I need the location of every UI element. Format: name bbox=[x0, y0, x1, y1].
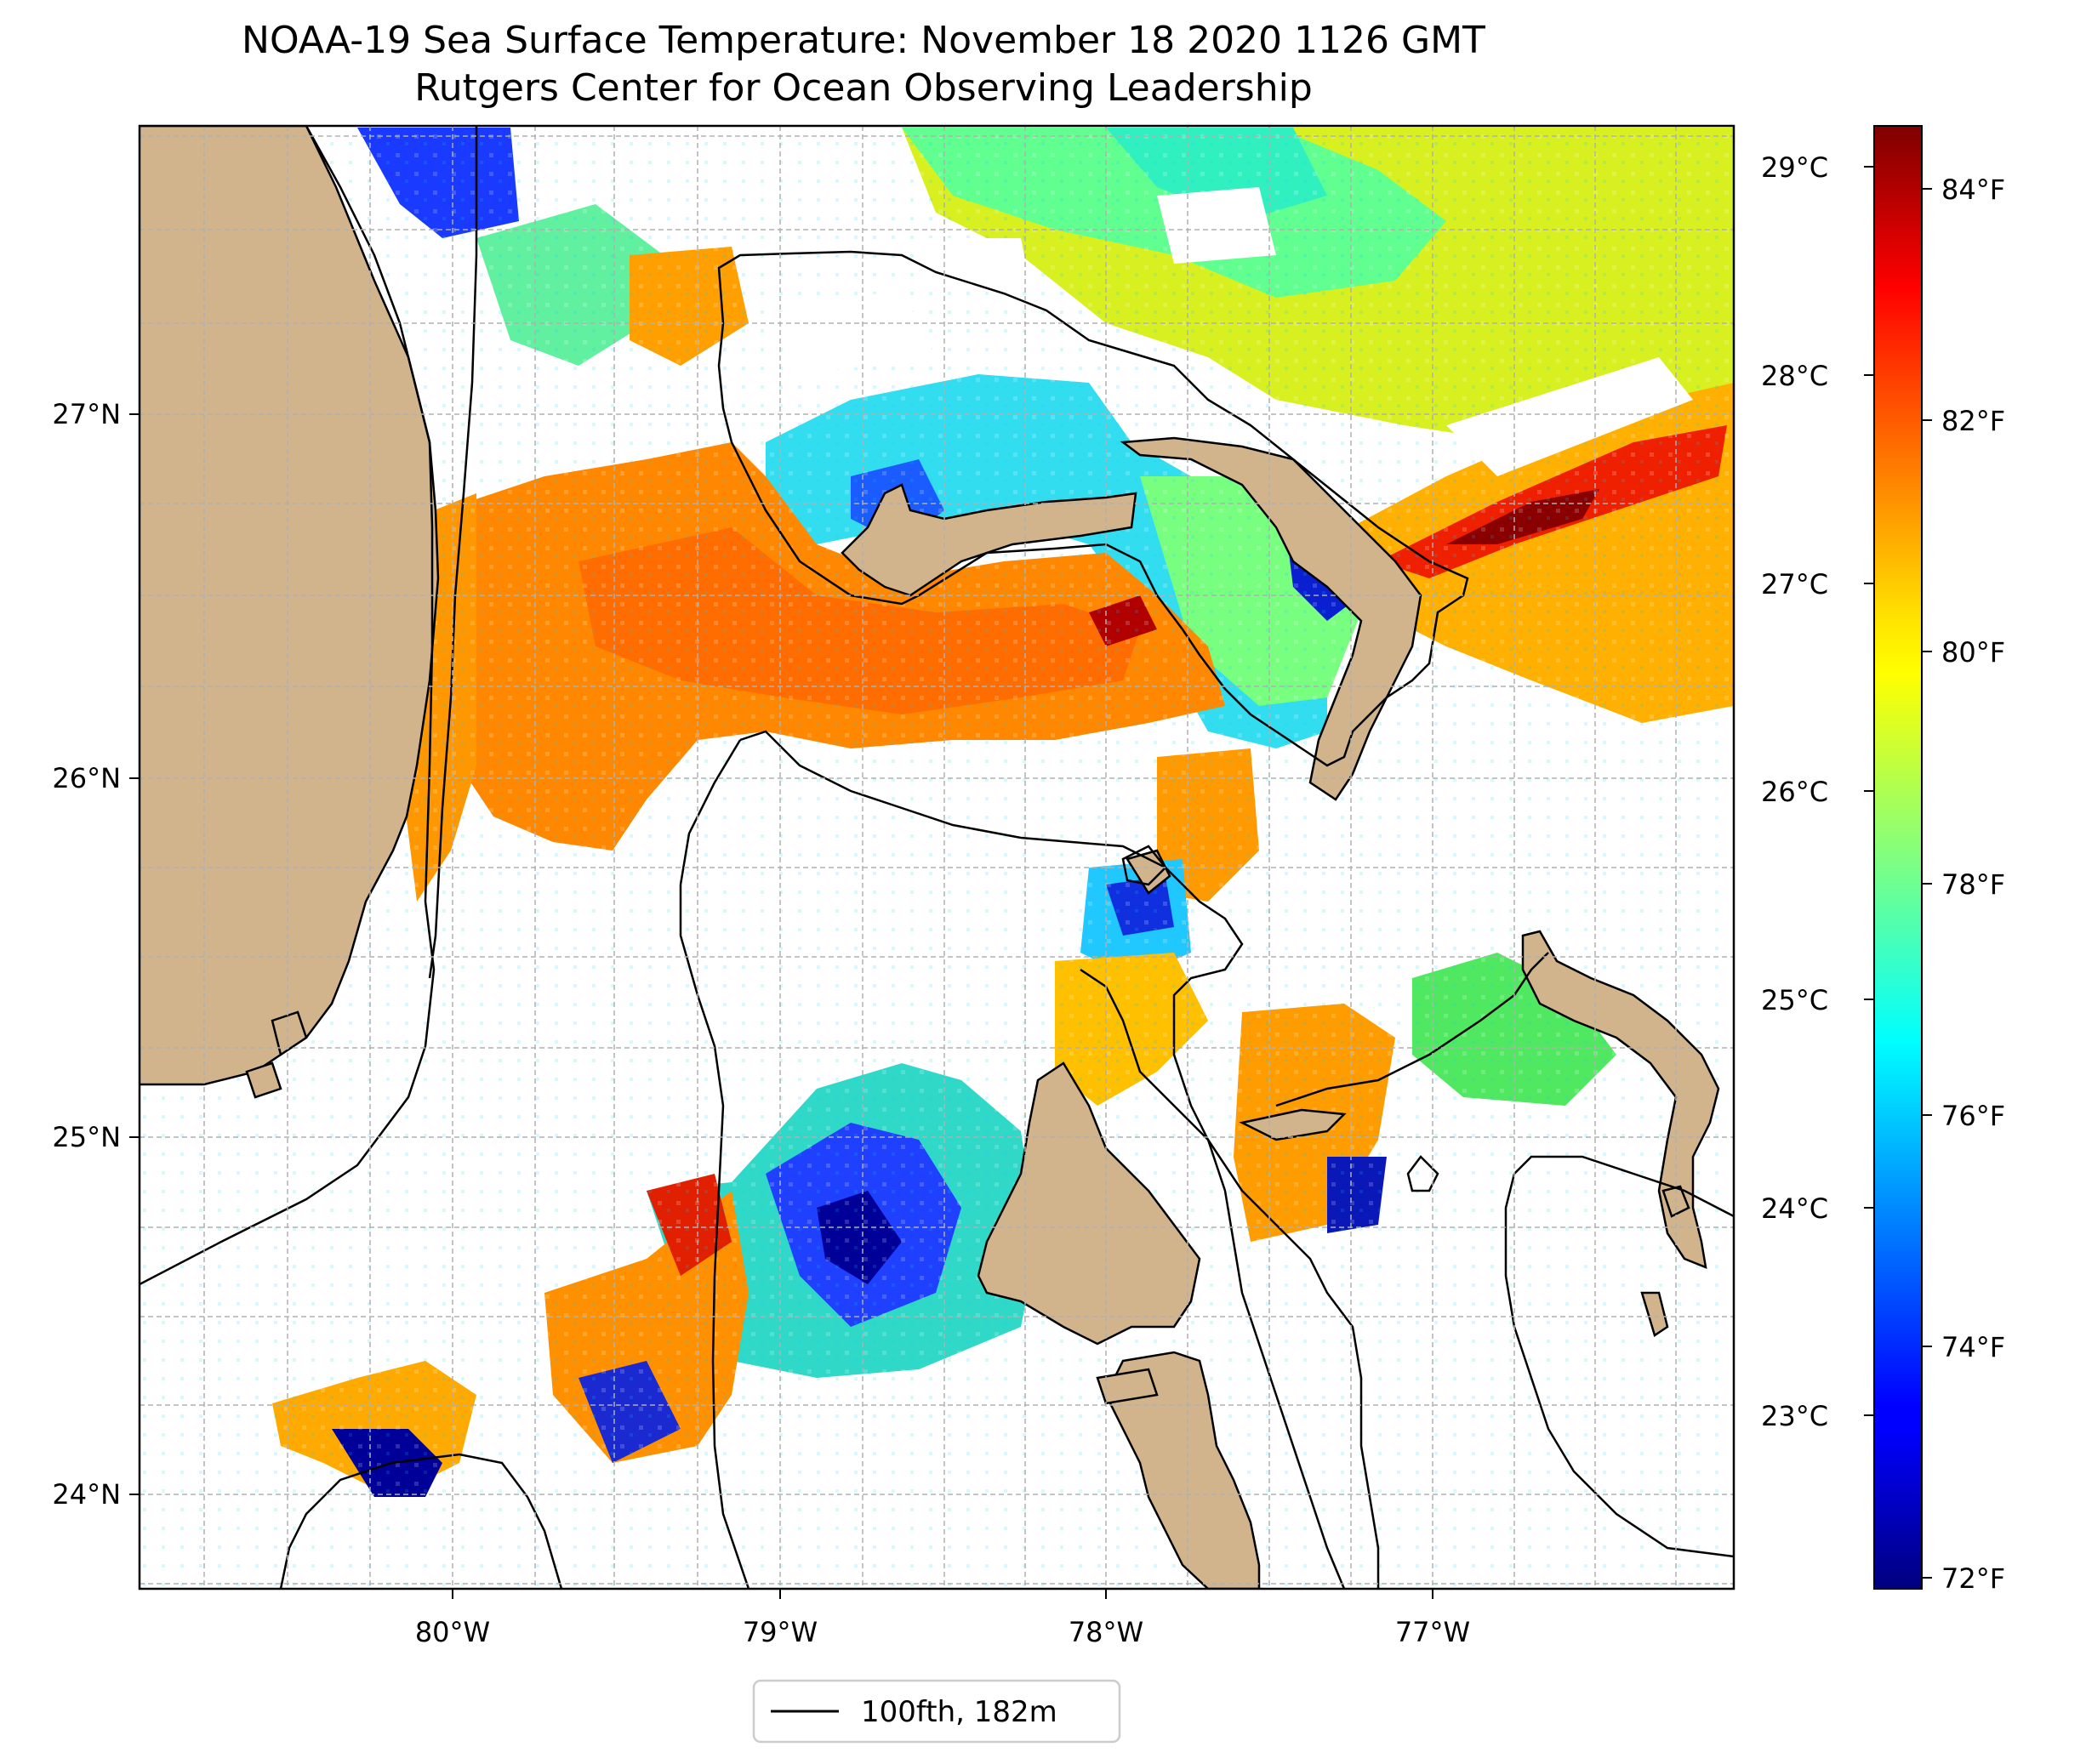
lon-tick-label: 79°W bbox=[743, 1616, 818, 1648]
land-layer bbox=[140, 126, 1720, 1589]
land-abaco bbox=[1120, 436, 1422, 801]
contour-keys-shelf bbox=[279, 1453, 563, 1589]
contour-great-bahama-bank bbox=[739, 730, 1380, 1589]
contour-layer bbox=[140, 126, 1734, 1589]
contour-little-bahama-bank bbox=[717, 250, 1469, 767]
contour-bimini-spot bbox=[1121, 845, 1167, 886]
land-keys-1 bbox=[271, 1010, 308, 1057]
land-cat-island bbox=[1640, 1291, 1669, 1337]
contour-florida-shelf-edge bbox=[140, 126, 436, 1286]
fahrenheit-tick-label: 82°F bbox=[1941, 405, 2005, 437]
map-panel bbox=[140, 126, 1734, 1589]
land-exuma-cays bbox=[1239, 1108, 1347, 1141]
land-keys-2 bbox=[245, 1061, 282, 1099]
legend: 100fth, 182m bbox=[752, 1679, 1121, 1744]
celsius-tick-label: 25°C bbox=[1761, 984, 1828, 1016]
land-andros-south bbox=[1104, 1351, 1261, 1589]
lat-tick-label: 25°N bbox=[52, 1121, 121, 1153]
legend-box bbox=[752, 1679, 1121, 1744]
celsius-tick-label: 27°C bbox=[1761, 568, 1828, 600]
sst-data-layer bbox=[140, 126, 1734, 1589]
lon-tick-label: 78°W bbox=[1069, 1616, 1143, 1648]
lat-axis: 27°N 26°N 25°N 24°N bbox=[52, 398, 140, 1511]
land-grand-bahama bbox=[841, 483, 1137, 597]
colorbar-fahrenheit-axis bbox=[1922, 188, 1932, 1579]
contour-southeast-bank bbox=[1513, 1155, 1734, 1218]
cloud-gap-1 bbox=[1446, 357, 1693, 476]
lat-tick-label: 27°N bbox=[52, 398, 121, 430]
lat-tick-label: 24°N bbox=[52, 1478, 121, 1511]
contour-south-bank bbox=[1504, 1173, 1734, 1558]
celsius-tick-label: 28°C bbox=[1761, 360, 1828, 392]
fahrenheit-tick-label: 74°F bbox=[1941, 1331, 2005, 1363]
celsius-tick-label: 29°C bbox=[1761, 151, 1828, 184]
land-andros bbox=[977, 1061, 1201, 1346]
contour-great-bahama-bank-west bbox=[679, 739, 750, 1589]
fahrenheit-tick-label: 80°F bbox=[1941, 636, 2005, 669]
contour-tongue-of-ocean bbox=[1080, 968, 1346, 1589]
lon-tick-label: 77°W bbox=[1395, 1616, 1470, 1648]
lon-tick-label: 80°W bbox=[415, 1616, 490, 1648]
colorbar: 29°C 28°C 27°C 26°C 25°C 24°C 23°C 84°F … bbox=[1761, 125, 2005, 1595]
contour-cay-sal bbox=[1406, 1155, 1439, 1192]
fahrenheit-tick-label: 78°F bbox=[1941, 868, 2005, 901]
celsius-tick-label: 26°C bbox=[1761, 776, 1828, 808]
land-andros-islet bbox=[1096, 1368, 1159, 1405]
map-frame bbox=[138, 124, 1735, 1590]
gridlines bbox=[140, 126, 1734, 1589]
map-title: NOAA-19 Sea Surface Temperature: Novembe… bbox=[242, 19, 1485, 62]
legend-label: 100fth, 182m bbox=[861, 1695, 1057, 1729]
fahrenheit-tick-label: 84°F bbox=[1941, 174, 2005, 206]
land-eleuthera bbox=[1521, 930, 1720, 1269]
fahrenheit-tick-label: 72°F bbox=[1941, 1562, 2005, 1595]
cloud-gap-5 bbox=[766, 289, 936, 374]
colorbar-gradient bbox=[1873, 125, 1923, 1590]
lat-tick-label: 26°N bbox=[52, 762, 121, 794]
fahrenheit-tick-label: 76°F bbox=[1941, 1100, 2005, 1132]
contour-exuma-sound bbox=[1275, 952, 1549, 1107]
celsius-tick-label: 23°C bbox=[1761, 1400, 1828, 1432]
map-subtitle: Rutgers Center for Ocean Observing Leade… bbox=[414, 66, 1313, 110]
celsius-tick-label: 24°C bbox=[1761, 1192, 1828, 1225]
colorbar-celsius-axis bbox=[1864, 166, 1874, 1416]
cloud-gap-3 bbox=[1157, 187, 1276, 264]
lon-axis: 80°W 79°W 78°W 77°W bbox=[415, 1589, 1470, 1648]
cloud-gap-4 bbox=[919, 238, 1029, 289]
